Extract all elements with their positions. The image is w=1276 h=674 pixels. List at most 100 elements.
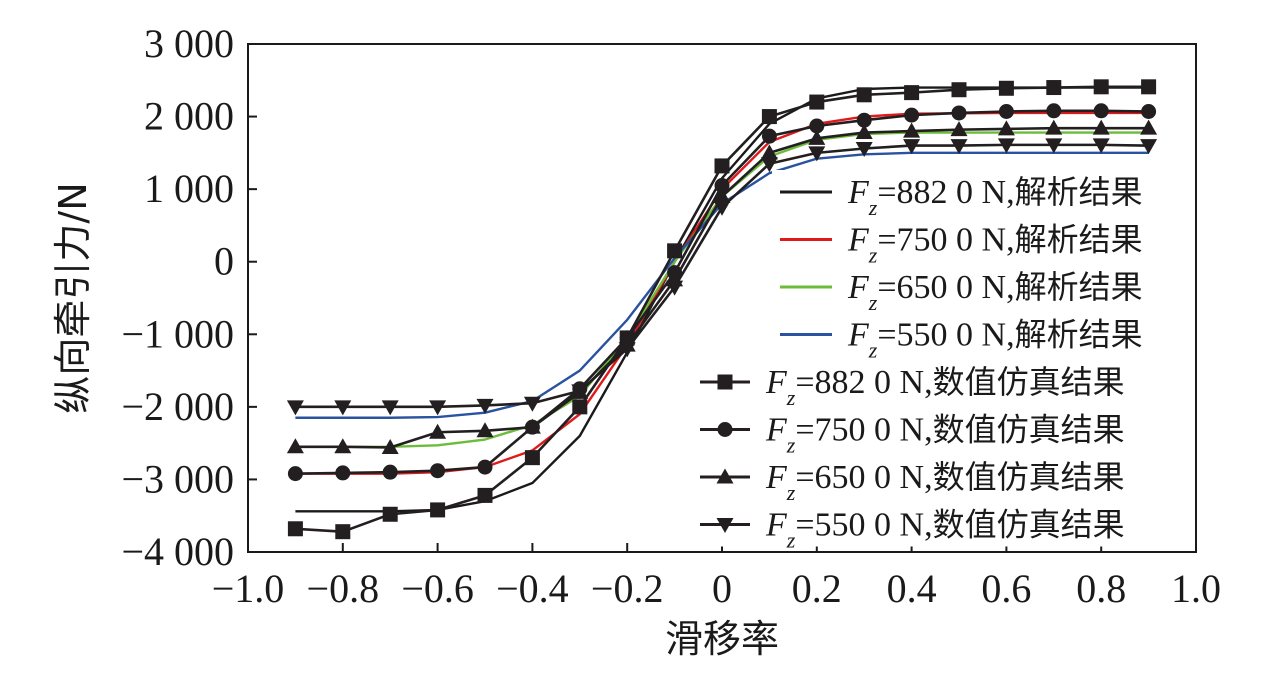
- data-point: [286, 400, 304, 416]
- data-point: [856, 87, 872, 103]
- data-point: [808, 146, 826, 162]
- data-point: [809, 118, 825, 134]
- x-tick-label: −1.0: [212, 566, 285, 611]
- data-point: [1141, 103, 1157, 119]
- data-point: [429, 423, 447, 439]
- legend-entry-bg: [692, 360, 1190, 404]
- data-point: [618, 342, 636, 358]
- data-point: [950, 121, 968, 137]
- y-axis-title: 纵向牵引力/N: [51, 182, 95, 413]
- series-4: [287, 79, 1157, 540]
- y-tick-label: 1 000: [144, 166, 234, 211]
- data-point: [997, 138, 1015, 154]
- data-point: [713, 200, 731, 216]
- data-point: [809, 94, 825, 110]
- data-point: [335, 465, 351, 481]
- legend-label: Fz=650 0 N,解析结果: [847, 268, 1143, 315]
- x-tick-label: 0.2: [792, 566, 842, 611]
- legend-label: Fz=882 0 N,数值仿真结果: [765, 363, 1125, 410]
- legend-marker: [716, 468, 734, 484]
- y-tick-label: 3 000: [144, 21, 234, 66]
- x-axis-title: 滑移率: [665, 617, 779, 661]
- legend-marker: [717, 374, 733, 390]
- data-point: [1093, 79, 1109, 95]
- data-point: [1046, 80, 1062, 96]
- legend-entry-bg: [692, 502, 1190, 547]
- data-point: [1045, 138, 1063, 154]
- data-point: [760, 157, 778, 173]
- y-tick-label: 0: [214, 239, 234, 284]
- data-point: [476, 398, 494, 414]
- y-tick-label: −4 000: [121, 529, 234, 574]
- data-point: [571, 384, 589, 400]
- data-point: [287, 521, 303, 537]
- y-tick-label: −1 000: [121, 311, 234, 356]
- data-point: [713, 187, 731, 203]
- data-point: [476, 422, 494, 438]
- data-point: [903, 139, 921, 155]
- data-point: [761, 128, 777, 144]
- data-point: [903, 122, 921, 138]
- legend-entry-bg: [772, 217, 1190, 262]
- series-7: [286, 138, 1158, 416]
- legend-entry-bg: [692, 455, 1190, 499]
- data-point: [1092, 138, 1110, 154]
- legend-entry-6: Fz=650 0 N,数值仿真结果: [692, 455, 1190, 505]
- x-tick-label: 0.8: [1076, 566, 1126, 611]
- x-tick-label: 0.6: [981, 566, 1031, 611]
- data-point: [714, 158, 730, 174]
- y-tick-label: −2 000: [121, 384, 234, 429]
- data-point: [381, 438, 399, 454]
- legend-label: Fz=550 0 N,数值仿真结果: [765, 506, 1125, 553]
- data-point: [998, 80, 1014, 96]
- legend-entry-7: Fz=550 0 N,数值仿真结果: [692, 502, 1190, 553]
- data-point: [334, 400, 352, 416]
- data-point: [808, 129, 826, 145]
- legend-entry-bg: [692, 407, 1190, 452]
- legend-entry-bg: [772, 312, 1190, 357]
- legend-entry-0: Fz=882 0 N,解析结果: [772, 170, 1190, 220]
- data-point: [1140, 139, 1158, 155]
- data-point: [855, 142, 873, 158]
- series-2: [295, 131, 1149, 448]
- x-tick-label: −0.2: [591, 566, 664, 611]
- legend-marker: [716, 518, 734, 533]
- data-point: [1045, 119, 1063, 135]
- legend-entry-1: Fz=750 0 N,解析结果: [772, 217, 1190, 268]
- x-tick-label: −0.4: [496, 566, 569, 611]
- data-point: [950, 139, 968, 155]
- data-point: [430, 502, 446, 518]
- data-point: [523, 396, 541, 412]
- data-point: [714, 178, 730, 194]
- legend-entry-bg: [772, 265, 1190, 309]
- x-tick-label: −0.8: [307, 566, 380, 611]
- data-point: [667, 243, 683, 259]
- y-tick-label: −3 000: [121, 456, 234, 501]
- data-point: [334, 438, 352, 454]
- data-point: [904, 85, 920, 101]
- data-point: [904, 107, 920, 123]
- x-tick-label: −0.6: [401, 566, 474, 611]
- x-tick-label: 0: [712, 566, 732, 611]
- data-point: [951, 82, 967, 98]
- data-point: [1092, 119, 1110, 135]
- data-point: [381, 400, 399, 416]
- data-point: [382, 506, 398, 522]
- data-point: [856, 112, 872, 128]
- data-point: [951, 105, 967, 121]
- data-point: [998, 103, 1014, 119]
- x-tick-label: 1.0: [1171, 566, 1221, 611]
- legend-marker: [717, 422, 733, 437]
- legend-entry-bg: [772, 170, 1190, 214]
- data-point: [1093, 103, 1109, 119]
- series-layer: [286, 79, 1158, 540]
- legend-label: Fz=550 0 N,解析结果: [847, 316, 1143, 363]
- data-point: [429, 400, 447, 416]
- data-point: [335, 524, 351, 540]
- data-point: [666, 280, 684, 296]
- data-point: [761, 109, 777, 125]
- legend-label: Fz=750 0 N,数值仿真结果: [765, 411, 1125, 458]
- y-tick-label: 2 000: [144, 94, 234, 139]
- data-point: [430, 463, 446, 479]
- data-point: [286, 438, 304, 454]
